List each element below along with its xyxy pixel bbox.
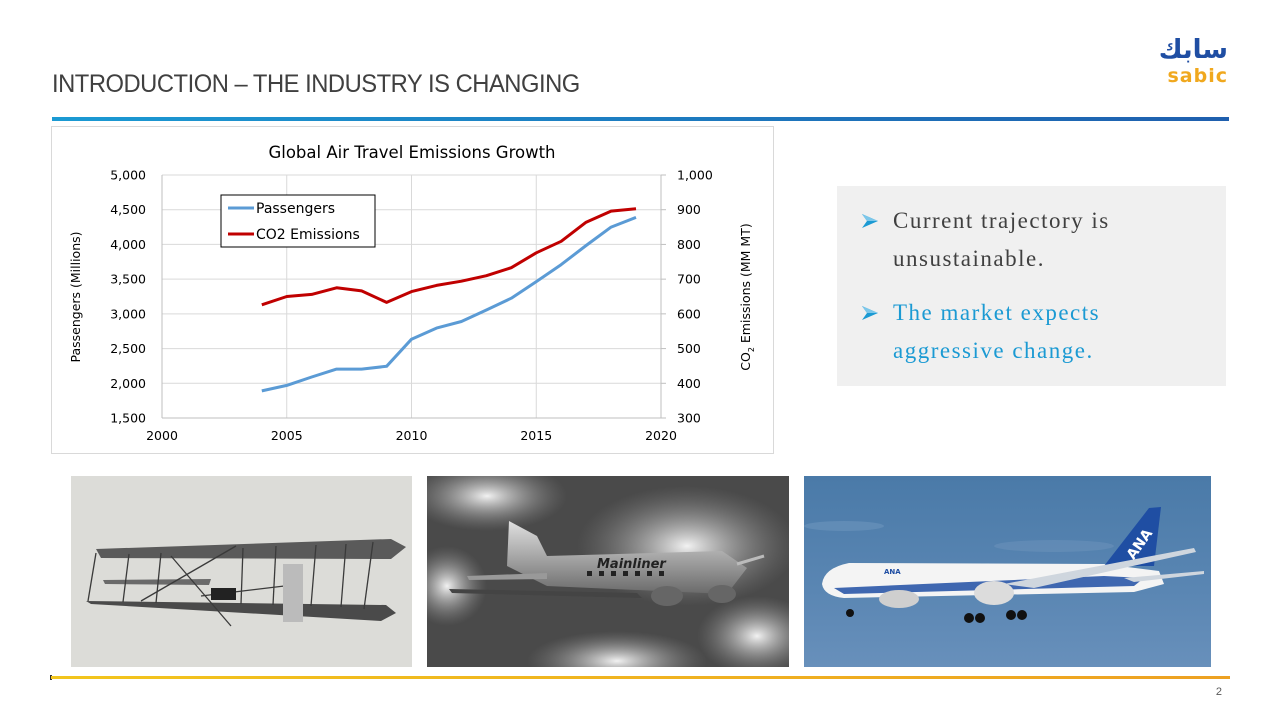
logo-arabic: سابك xyxy=(1159,36,1228,65)
y-tick-label: 4,000 xyxy=(110,237,146,252)
footer-divider xyxy=(51,676,1230,679)
logo-latin: sabic xyxy=(1167,65,1228,86)
arrow-bullet-icon xyxy=(862,214,878,228)
y-tick-label: 2,000 xyxy=(110,376,146,391)
y2-tick-label: 500 xyxy=(677,341,701,356)
y2-tick-label: 300 xyxy=(677,411,701,426)
y2-tick-label: 800 xyxy=(677,237,701,252)
y2-tick-label: 600 xyxy=(677,306,701,321)
chart-frame: 1,500 2,000 2,500 3,000 3,500 4,000 4,500 5,000… xyxy=(51,126,774,454)
y-tick-label: 2,500 xyxy=(110,341,146,356)
ana-fuselage-logo: ANA xyxy=(884,568,901,576)
dc3-illustration: Mainliner xyxy=(427,476,789,667)
emissions-chart: 1,500 2,000 2,500 3,000 3,500 4,000 4,500 5,000… xyxy=(68,143,756,444)
bullet-2-text: The market expects aggressive change. xyxy=(893,300,1101,363)
title-divider xyxy=(52,117,1229,121)
page-number: 2 xyxy=(1215,686,1222,698)
axes xyxy=(161,174,666,419)
y-tick-label: 3,500 xyxy=(110,272,146,287)
bullet-1: Current trajectory is unsustainable. xyxy=(861,202,1193,278)
chart-title: Global Air Travel Emissions Growth xyxy=(268,143,555,162)
y-tick-label: 5,000 xyxy=(110,168,146,183)
x-tick-label: 2020 xyxy=(645,428,677,443)
y2-label-rest: Emissions (MM MT) xyxy=(738,223,753,347)
x-tick-label: 2010 xyxy=(396,428,428,443)
key-points-callout: Current trajectory is unsustainable. The… xyxy=(837,186,1226,386)
legend-label-passengers: Passengers xyxy=(256,201,335,217)
bullet-1-text: Current trajectory is unsustainable. xyxy=(893,208,1110,271)
x-tick-label: 2000 xyxy=(146,428,178,443)
arrow-bullet-icon xyxy=(862,306,878,320)
y2-tick-label: 700 xyxy=(677,272,701,287)
y-axis-label: Passengers (Millions) xyxy=(68,231,83,362)
ana-787-illustration: ANA ANA xyxy=(804,507,1204,623)
co2-emissions-line xyxy=(261,207,637,307)
y2-tick-label: 400 xyxy=(677,376,701,391)
sabic-logo: سابك sabic xyxy=(1159,36,1228,86)
passengers-line xyxy=(261,216,637,393)
legend: Passengers CO2 Emissions xyxy=(220,194,376,248)
y2-tick-label: 900 xyxy=(677,202,701,217)
legend-box xyxy=(220,194,376,248)
y-tick-label: 3,000 xyxy=(110,306,146,321)
slide-title: INTRODUCTION – THE INDUSTRY IS CHANGING xyxy=(52,70,580,98)
y-tick-label: 4,500 xyxy=(110,202,146,217)
y2-axis-label: CO2 Emissions (MM MT) xyxy=(738,223,756,370)
photo-dc3-mainliner: Mainliner xyxy=(427,476,789,667)
dc3-mainliner-lettering: Mainliner xyxy=(597,557,667,572)
x-tick-label: 2005 xyxy=(271,428,303,443)
photo-ana-787: ANA ANA xyxy=(804,476,1211,667)
y2-label-sub: 2 xyxy=(747,347,756,352)
x-tick-label: 2015 xyxy=(520,428,552,443)
bullet-2: The market expects aggressive change. xyxy=(861,294,1193,370)
biplane-illustration xyxy=(71,476,412,667)
series-lines xyxy=(261,207,637,393)
y-tick-label: 1,500 xyxy=(110,411,146,426)
y2-label-co: CO xyxy=(738,352,753,371)
photo-wright-flyer xyxy=(71,476,412,667)
tick-labels: 1,500 2,000 2,500 3,000 3,500 4,000 4,500 5,000… xyxy=(110,168,713,444)
y2-tick-label: 1,000 xyxy=(677,168,713,183)
legend-label-co2: CO2 Emissions xyxy=(256,227,360,243)
